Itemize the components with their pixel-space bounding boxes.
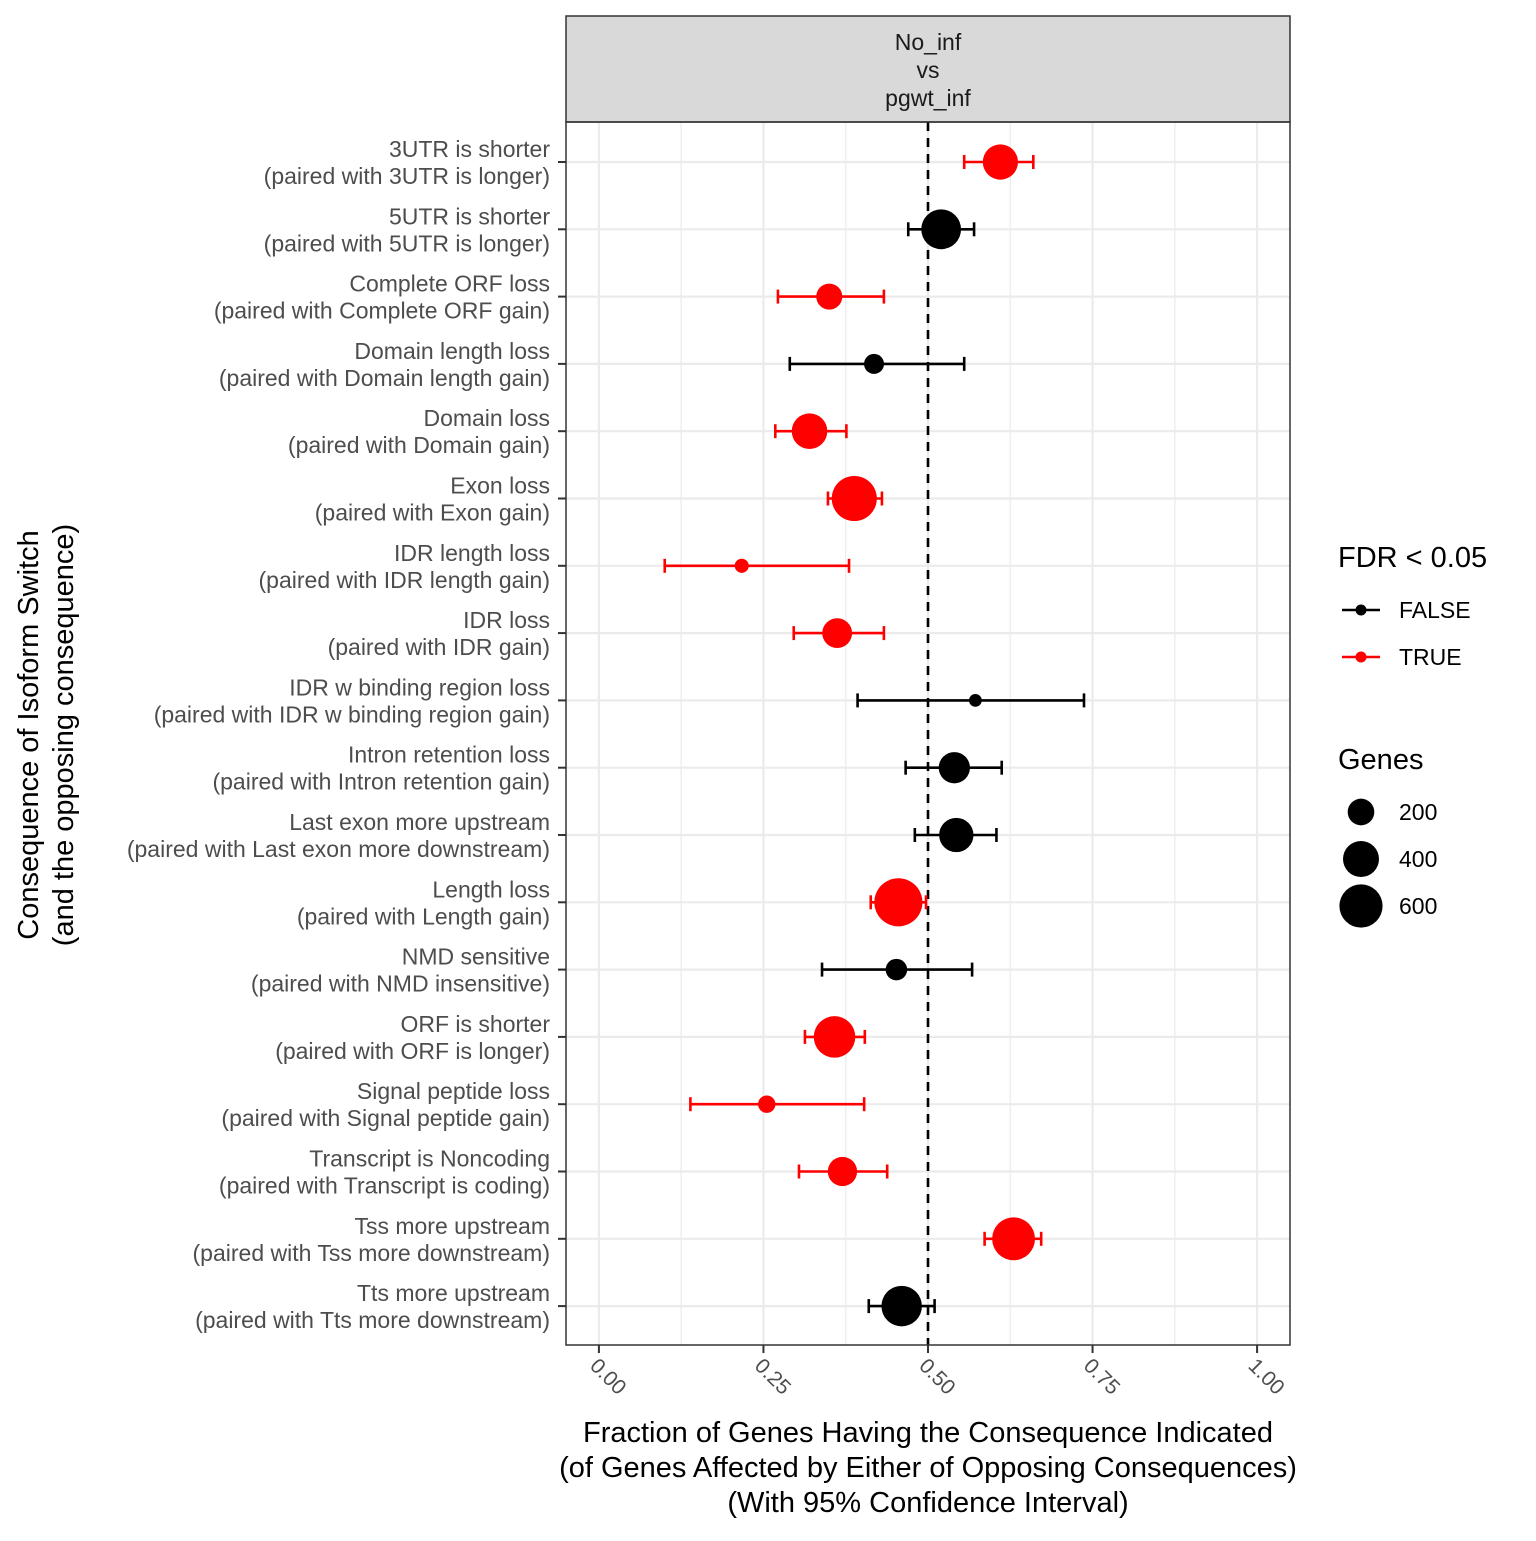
x-tick-label: 0.25 bbox=[750, 1354, 795, 1399]
facet-strip-label-line: pgwt_inf bbox=[885, 85, 971, 111]
y-tick-label-paired: (paired with Domain length gain) bbox=[219, 365, 550, 391]
y-tick-label-paired: (paired with IDR length gain) bbox=[259, 567, 550, 593]
legend-size-key bbox=[1347, 798, 1375, 826]
legend-size-label: 200 bbox=[1399, 799, 1437, 825]
y-tick-label: Last exon more upstream bbox=[289, 809, 550, 835]
data-point bbox=[827, 1156, 858, 1187]
y-tick-label-paired: (paired with Tss more downstream) bbox=[193, 1240, 550, 1266]
y-tick-label: Tts more upstream bbox=[357, 1280, 550, 1306]
y-tick-label: Signal peptide loss bbox=[357, 1078, 550, 1104]
data-point bbox=[921, 209, 962, 250]
y-tick-label-paired: (paired with Signal peptide gain) bbox=[221, 1105, 550, 1131]
y-tick-label-paired: (paired with Length gain) bbox=[297, 903, 550, 929]
y-tick-label: Intron retention loss bbox=[348, 742, 550, 768]
y-tick-label: Length loss bbox=[432, 876, 550, 902]
y-tick-label: 3UTR is shorter bbox=[389, 136, 550, 162]
legend-size-key bbox=[1343, 841, 1379, 877]
y-tick-label-paired: (paired with IDR w binding region gain) bbox=[154, 701, 550, 727]
data-point bbox=[864, 353, 885, 374]
facet-strip-label-line: vs bbox=[917, 57, 940, 83]
legend-color-title: FDR < 0.05 bbox=[1338, 542, 1487, 574]
legend-size-label: 600 bbox=[1399, 893, 1437, 919]
y-tick-label: Transcript is Noncoding bbox=[309, 1146, 550, 1172]
data-point bbox=[816, 283, 843, 310]
data-point bbox=[982, 144, 1018, 180]
y-tick-label-paired: (paired with Domain gain) bbox=[288, 432, 550, 458]
data-point bbox=[881, 1285, 922, 1327]
legend-color-key-point bbox=[1355, 651, 1367, 663]
y-tick-label-paired: (paired with Exon gain) bbox=[315, 500, 550, 526]
data-point bbox=[939, 817, 974, 853]
x-axis-title-line-2: (of Genes Affected by Either of Opposing… bbox=[559, 1452, 1297, 1484]
y-tick-label: Domain loss bbox=[423, 405, 550, 431]
legend-size-title: Genes bbox=[1338, 744, 1423, 776]
y-tick-label: Tss more upstream bbox=[354, 1213, 550, 1239]
data-point bbox=[791, 413, 828, 449]
y-tick-label-paired: (paired with NMD insensitive) bbox=[251, 971, 550, 997]
data-point bbox=[813, 1016, 856, 1058]
data-point bbox=[758, 1095, 776, 1113]
y-tick-label-paired: (paired with IDR gain) bbox=[328, 634, 550, 660]
y-axis-title-line-2: (and the opposing consequence) bbox=[48, 524, 80, 946]
legend-color-label: FALSE bbox=[1399, 597, 1471, 623]
data-point bbox=[874, 878, 923, 927]
x-axis-title-line-3: (With 95% Confidence Interval) bbox=[727, 1487, 1128, 1519]
y-tick-label-paired: (paired with Intron retention gain) bbox=[212, 769, 550, 795]
x-tick-label: 0.00 bbox=[585, 1354, 630, 1399]
data-point bbox=[734, 558, 749, 573]
y-tick-label-paired: (paired with 3UTR is longer) bbox=[264, 163, 550, 189]
x-axis-title-line-1: Fraction of Genes Having the Consequence… bbox=[583, 1417, 1273, 1449]
legend-size-label: 400 bbox=[1399, 846, 1437, 872]
legend-color-label: TRUE bbox=[1399, 644, 1462, 670]
x-tick-label: 0.75 bbox=[1079, 1354, 1124, 1399]
y-tick-label: IDR loss bbox=[463, 607, 550, 633]
y-tick-label-paired: (paired with Transcript is coding) bbox=[219, 1173, 550, 1199]
y-tick-label-paired: (paired with Complete ORF gain) bbox=[214, 298, 550, 324]
y-tick-label: NMD sensitive bbox=[402, 944, 550, 970]
y-tick-label: IDR w binding region loss bbox=[289, 674, 550, 700]
x-tick-label: 1.00 bbox=[1244, 1354, 1289, 1399]
data-point bbox=[992, 1217, 1035, 1261]
y-tick-label: Exon loss bbox=[450, 473, 550, 499]
data-point bbox=[969, 694, 982, 707]
y-tick-label: ORF is shorter bbox=[400, 1011, 550, 1037]
facet-strip-label-line: No_inf bbox=[895, 29, 962, 55]
y-tick-label: Domain length loss bbox=[354, 338, 550, 364]
y-tick-label-paired: (paired with Tts more downstream) bbox=[195, 1307, 550, 1333]
facet-strip bbox=[565, 15, 1291, 123]
data-point bbox=[938, 752, 970, 784]
y-tick-label: 5UTR is shorter bbox=[389, 203, 550, 229]
data-point bbox=[831, 475, 877, 522]
y-tick-label-paired: (paired with Last exon more downstream) bbox=[127, 836, 550, 862]
data-point bbox=[885, 958, 908, 981]
y-tick-label: Complete ORF loss bbox=[349, 271, 550, 297]
y-tick-label: IDR length loss bbox=[394, 540, 550, 566]
x-tick-label: 0.50 bbox=[914, 1354, 959, 1399]
y-axis-title-line-1: Consequence of Isoform Switch bbox=[13, 530, 45, 939]
data-point bbox=[822, 618, 853, 648]
legend-size-key bbox=[1339, 884, 1383, 928]
y-tick-label-paired: (paired with ORF is longer) bbox=[275, 1038, 550, 1064]
legend-color-key-point bbox=[1355, 604, 1367, 616]
y-tick-label-paired: (paired with 5UTR is longer) bbox=[264, 230, 550, 256]
